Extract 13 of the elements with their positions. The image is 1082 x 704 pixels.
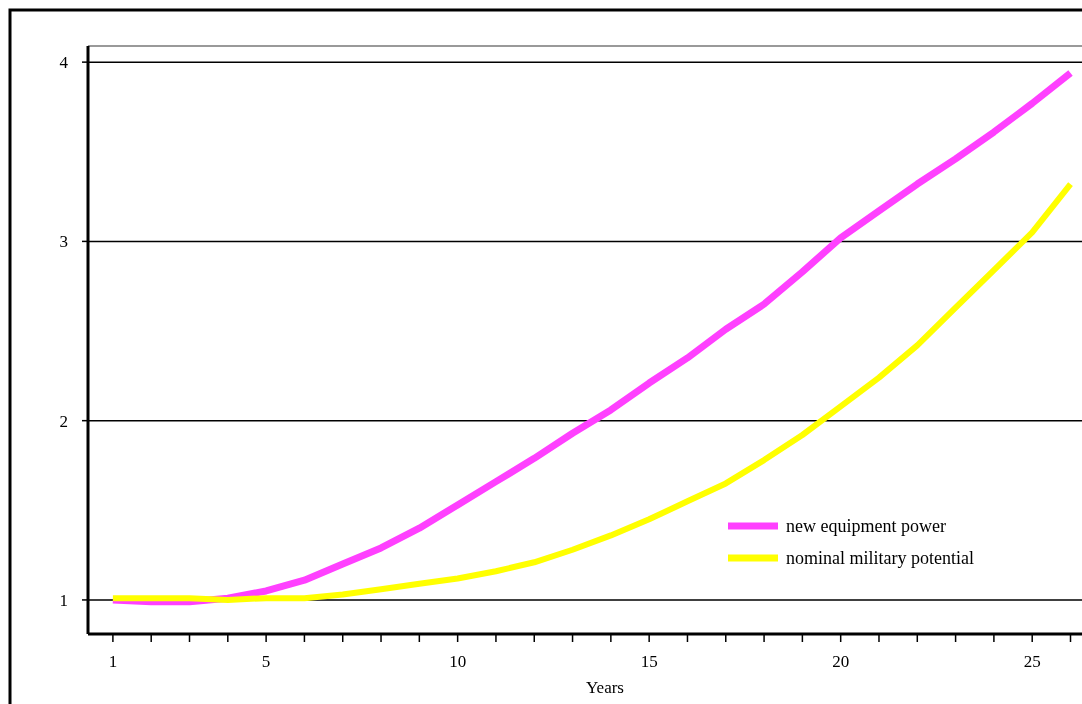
- x-tick-label: 10: [449, 652, 467, 671]
- x-tick-label: 1: [108, 652, 118, 671]
- y-tick-label: 2: [59, 411, 68, 431]
- y-tick-label: 3: [59, 232, 68, 252]
- x-tick-label: 25: [1023, 652, 1041, 671]
- y-tick-label: 4: [59, 53, 69, 73]
- x-tick-label: 5: [261, 652, 271, 671]
- x-tick-label: 20: [832, 652, 850, 671]
- x-tick-label: 15: [640, 652, 658, 671]
- x-axis-title: Years: [586, 678, 624, 697]
- legend-label: nominal military potential: [786, 548, 974, 569]
- y-tick-label: 1: [59, 590, 68, 610]
- legend-label: new equipment power: [786, 516, 946, 537]
